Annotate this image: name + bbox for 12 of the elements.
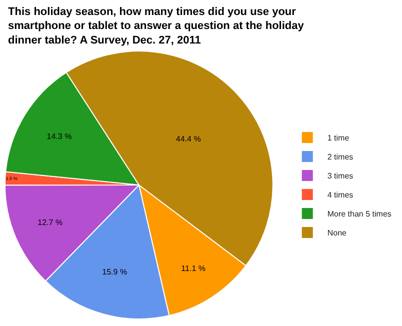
legend-label: None — [327, 228, 348, 238]
legend-label: 2 times — [327, 152, 354, 162]
legend-label: 3 times — [327, 172, 354, 181]
data-label: 11.1 % — [181, 264, 206, 274]
legend-label: 1 time — [327, 134, 350, 143]
data-label: 44.4 % — [176, 134, 201, 144]
data-label: 14.3 % — [46, 132, 72, 141]
legend-label: 4 times — [327, 190, 354, 200]
legend-label: More than 5 times — [327, 210, 392, 219]
data-label: 12.7 % — [38, 218, 63, 228]
data-label: 15.9 % — [102, 268, 128, 277]
chart-title: This holiday season, how many times did you use your smartphone or tablet to answer a question at the holiday dinner table? A Survey, Dec. 27, 2011 — [8, 6, 305, 46]
